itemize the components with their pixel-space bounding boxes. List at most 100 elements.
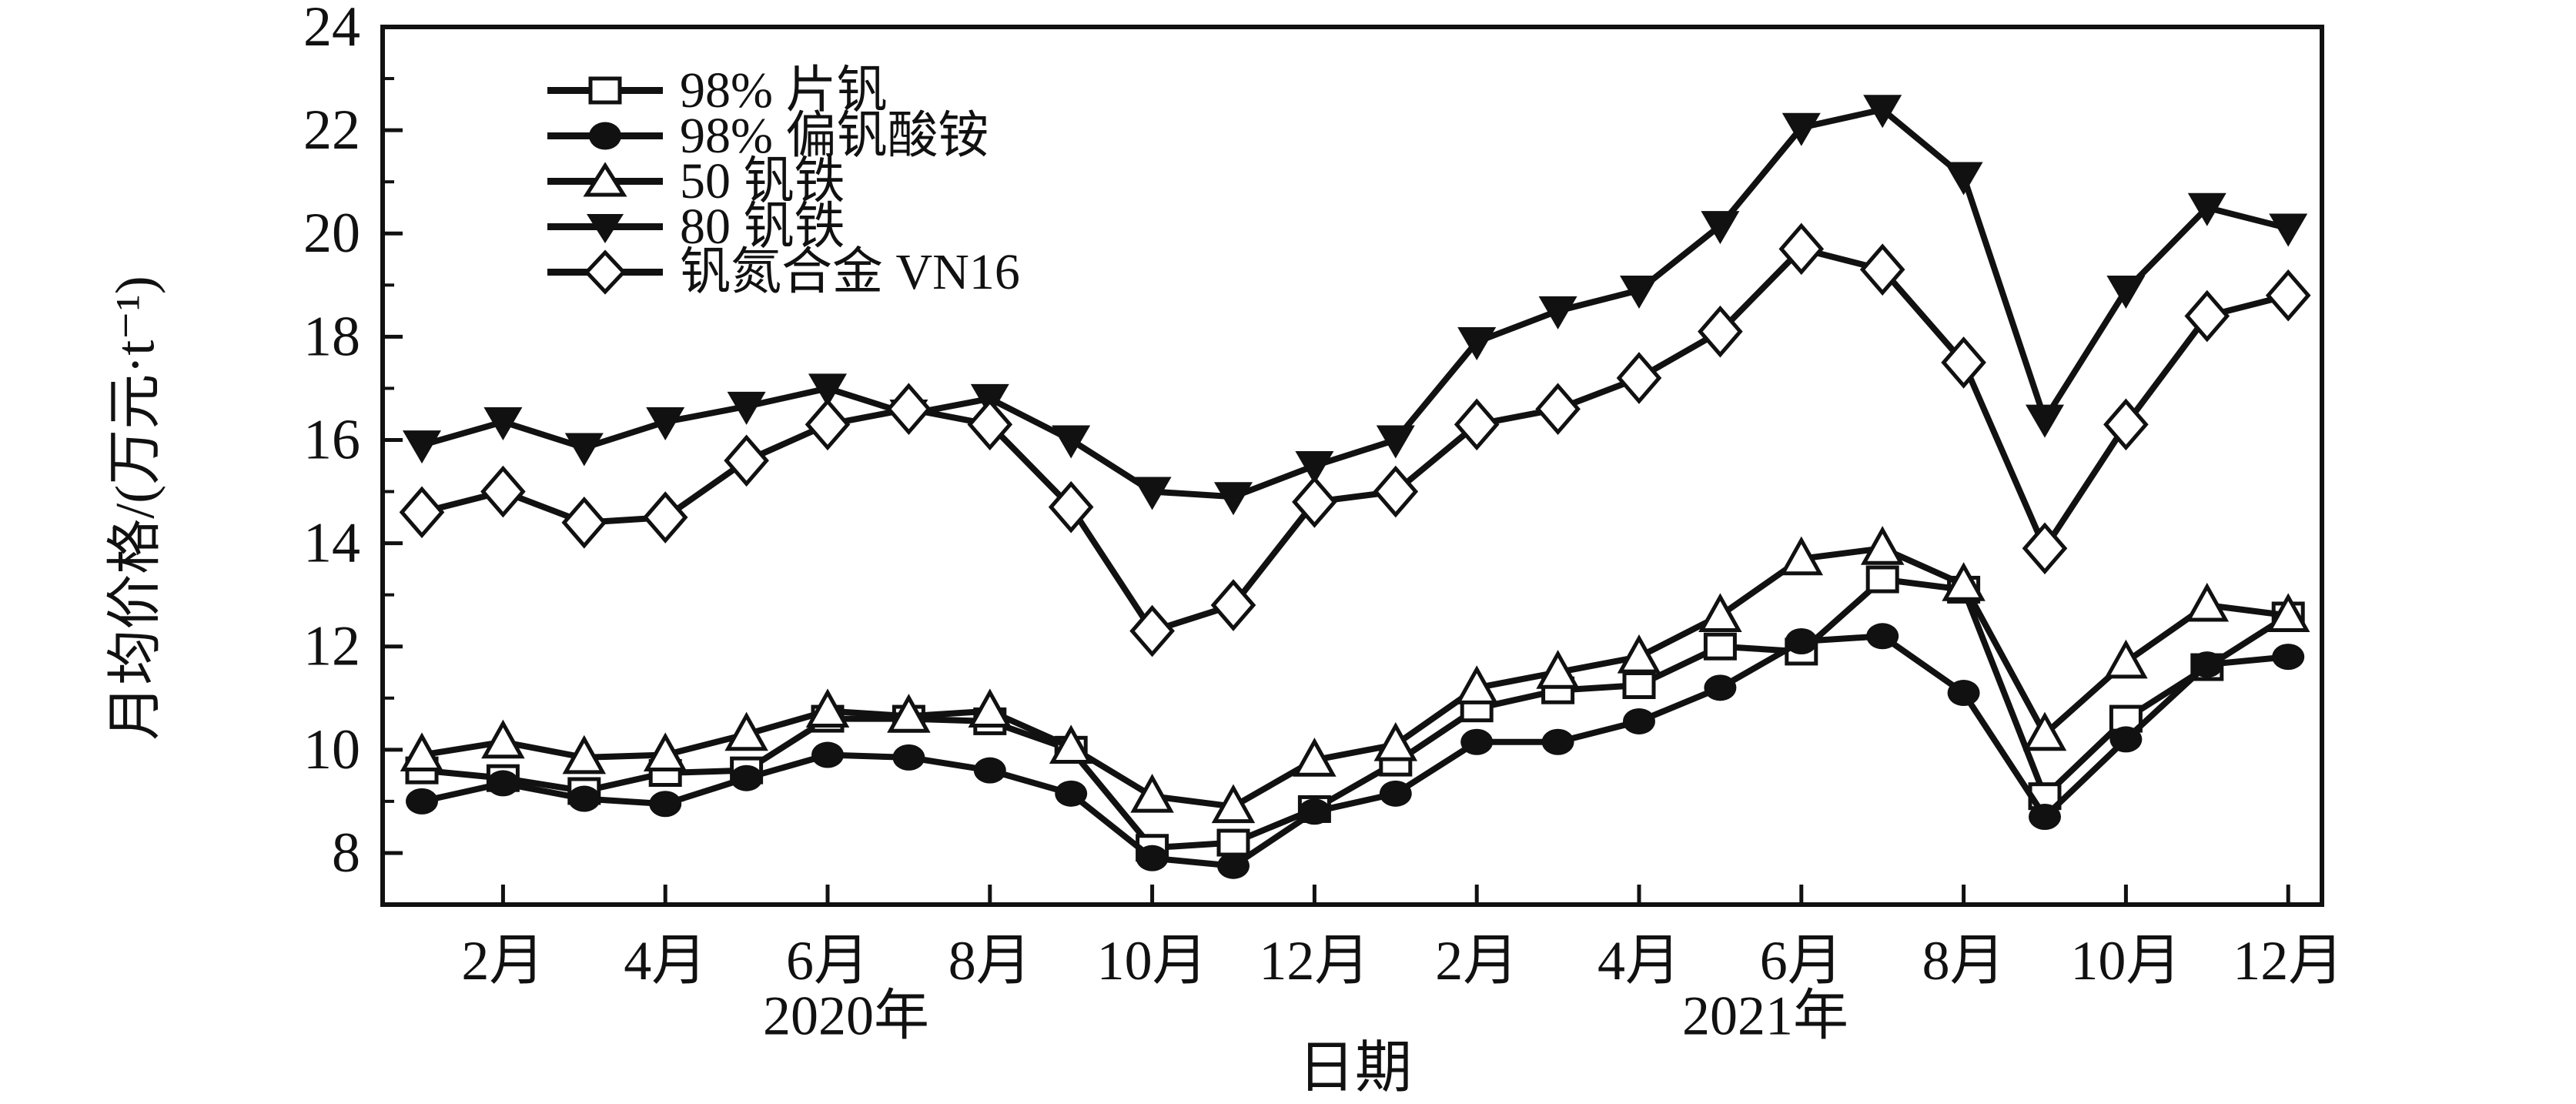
diamond-marker [1373,465,1419,518]
triangle-down-marker [646,407,685,440]
x-tick-label: 4月 [1597,930,1681,992]
triangle-up-marker [400,732,444,772]
legend-item-vn16: 钒氮合金 VN16 [547,247,1020,298]
y-tick-label: 24 [303,0,360,59]
triangle-up-marker [643,732,687,772]
x-tick-label: 8月 [948,930,1032,992]
diamond-marker [480,465,526,518]
diamond-marker [1698,305,1743,358]
y-tick-label: 22 [303,99,360,162]
x-axis-title: 日期 [1298,1036,1412,1100]
circle-marker [1947,680,1980,707]
y-axis-title: 月均价格/(万元·t⁻¹) [104,276,166,741]
x-tick-label: 2月 [1435,930,1518,992]
circle-marker [1379,780,1412,807]
circle-marker [649,791,682,818]
square-marker [1703,632,1737,661]
triangle-down-marker [1538,296,1577,330]
legend-item-fev50: 50 钒铁 [547,156,1020,207]
triangle-up-marker [724,711,768,751]
triangle-up-marker [2266,593,2310,632]
plot-frame [380,25,2324,907]
square-marker [1622,671,1656,699]
diamond-marker [724,434,769,487]
diamond-marker [2265,269,2311,322]
triangle-down-marker [1781,112,1821,146]
legend-label: 98% 偏钒酸铵 [680,108,989,164]
diamond-marker [2022,522,2068,575]
diamond-marker [399,486,445,539]
diamond-marker [1778,222,1825,276]
diamond-marker [1129,604,1175,657]
circle-marker [2109,726,2143,753]
legend-label: 80 钒铁 [680,199,845,255]
triangle-up-marker [1373,721,1418,761]
diamond-marker [805,398,851,451]
series-line [421,576,2290,851]
x-tick-label: 12月 [1259,930,1370,992]
x-tick-label: 6月 [786,930,869,992]
circle-marker [1298,798,1331,825]
circle-marker [1136,845,1169,871]
triangle-down-marker [1214,482,1253,516]
triangle-up-marker [2104,639,2148,679]
triangle-up-marker [1698,593,1742,632]
y-tick-label: 20 [303,202,360,265]
triangle-up-marker [1617,634,1661,674]
circle-marker [2190,651,2223,678]
circle-marker [1460,728,1494,755]
diamond-marker [642,491,688,544]
triangle-down-marker [727,391,766,425]
diamond-marker [886,383,932,436]
circle-marker [1055,780,1088,807]
legend: 98% 片钒 98% 偏钒酸铵 50 钒铁 80 钒铁 [547,62,1020,298]
triangle-up-marker [968,688,1012,728]
legend-label: 98% 片钒 [680,62,888,119]
triangle-down-marker [2187,192,2226,226]
y-tick-label: 12 [303,615,360,678]
year-label-2021: 2021年 [1681,985,1849,1047]
open-diamond-marker-icon [547,249,663,295]
triangle-down-marker [1620,276,1658,309]
triangle-up-marker [1130,774,1174,813]
legend-item-flake-vanadium: 98% 片钒 [547,62,1020,119]
diamond-marker [1210,579,1256,631]
diamond-marker [1454,398,1500,451]
legend-item-ammonium-metavanadate: 98% 偏钒酸铵 [547,108,1020,164]
triangle-up-marker [481,719,525,759]
triangle-down-marker [2106,276,2146,309]
x-tick-label: 8月 [1922,930,2006,992]
legend-item-fev80: 80 钒铁 [547,199,1020,255]
open-triangle-up-marker-icon [547,162,663,197]
triangle-down-marker [1457,327,1497,361]
triangle-down-marker [1376,425,1415,459]
triangle-down-marker [483,407,523,440]
triangle-down-marker [2269,213,2308,247]
x-tick-label: 12月 [2233,930,2343,992]
y-tick-label: 10 [303,718,360,781]
circle-marker [1217,852,1250,879]
circle-marker [1541,728,1574,755]
circle-marker [2029,804,2061,830]
triangle-up-marker [887,694,931,733]
x-tick-label: 2月 [461,930,544,992]
diamond-marker [1292,476,1337,528]
triangle-up-marker [1860,526,1905,565]
diamond-marker [1859,243,1905,296]
square-marker [1216,828,1250,857]
x-tick-label: 4月 [624,930,707,992]
triangle-down-marker [1052,425,1091,459]
circle-marker [973,757,1006,784]
triangle-up-marker [1211,784,1256,824]
triangle-down-marker [1132,477,1172,510]
triangle-up-marker [1293,738,1337,777]
triangle-down-marker [1295,451,1334,484]
circle-marker [487,770,520,797]
triangle-up-marker [1536,650,1580,689]
circle-marker [1623,708,1655,734]
triangle-down-marker [1701,211,1740,245]
triangle-up-marker [1049,724,1093,764]
triangle-down-marker [2026,404,2064,438]
circle-marker [406,788,438,815]
